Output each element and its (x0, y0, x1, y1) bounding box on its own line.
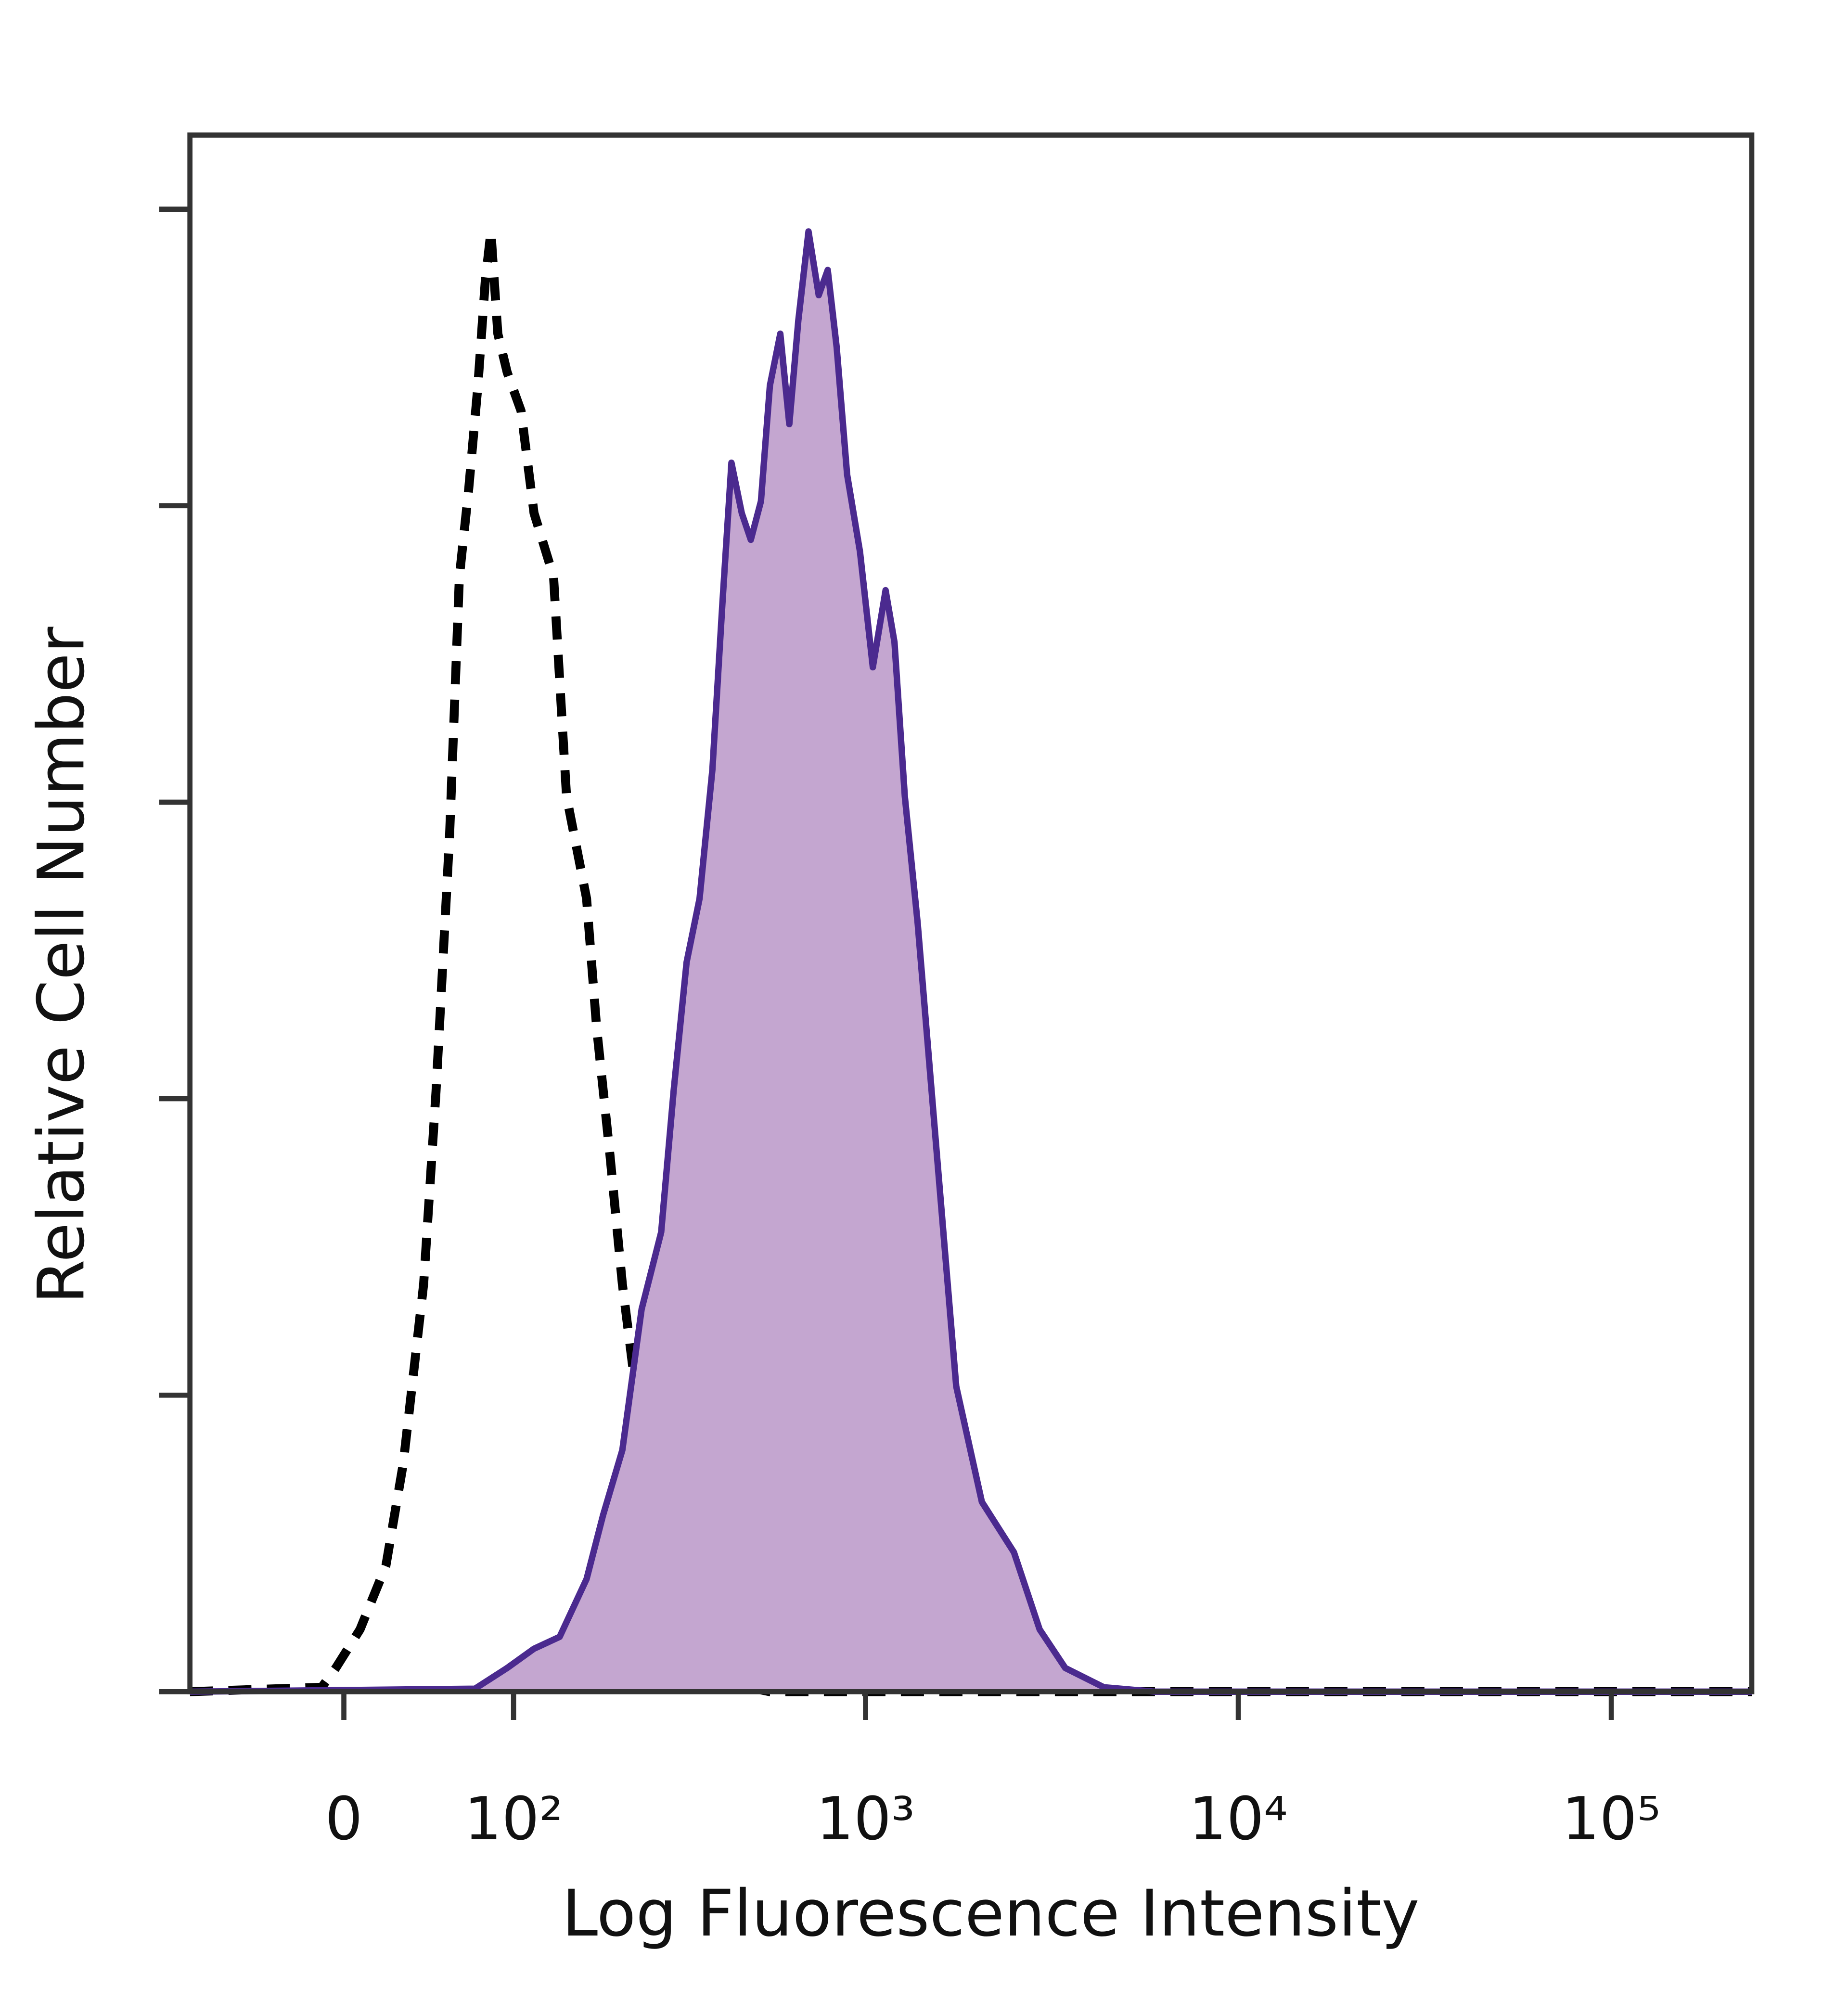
histogram-area (190, 231, 1752, 1692)
x-tick-label: 0 (325, 1784, 363, 1853)
x-tick-label: 10⁵ (1562, 1784, 1661, 1853)
x-tick-label: 10² (464, 1784, 563, 1853)
x-tick-label: 10³ (816, 1784, 915, 1853)
histogram-line (190, 228, 1752, 1695)
x-axis-label: Log Fluorescence Intensity (562, 1876, 1420, 1951)
histogram-line (190, 227, 1752, 1696)
x-tick-label: 10⁴ (1189, 1784, 1287, 1853)
y-axis-label: Relative Cell Number (24, 627, 99, 1304)
plot-frame (187, 132, 1755, 1694)
